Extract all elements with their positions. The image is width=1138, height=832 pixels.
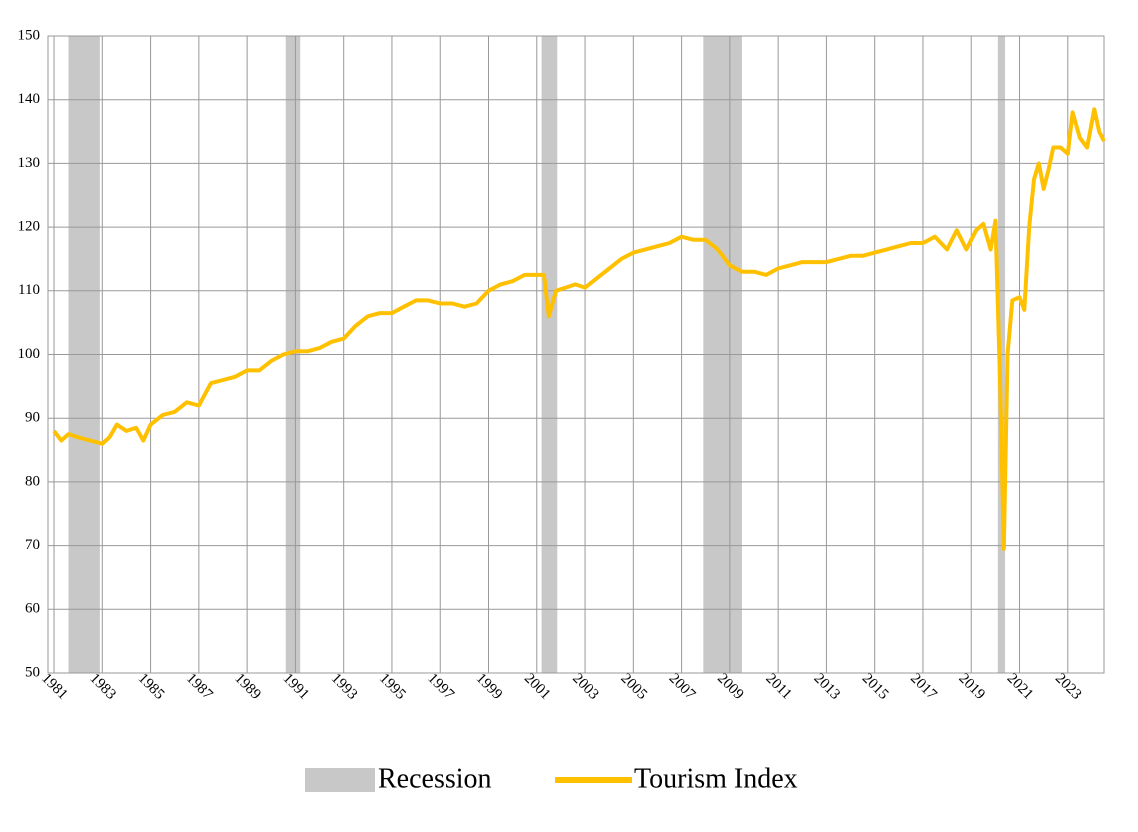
y-tick-label: 90	[25, 410, 40, 426]
x-tick-label: 1983	[86, 670, 119, 703]
x-tick-label: 2023	[1052, 670, 1085, 703]
x-tick-label: 2013	[811, 670, 844, 703]
x-tick-label: 2007	[666, 670, 699, 703]
legend: Recession Tourism Index	[305, 763, 798, 794]
x-tick-label: 1987	[183, 670, 216, 703]
x-tick-label: 1995	[376, 670, 409, 703]
x-tick-label: 1981	[38, 670, 71, 703]
x-tick-label: 2003	[569, 670, 602, 703]
x-tick-label: 1999	[473, 670, 506, 703]
x-tick-label: 2005	[617, 670, 650, 703]
line-series	[52, 107, 1106, 551]
x-tick-label: 1997	[424, 670, 457, 703]
x-tick-label: 2019	[955, 670, 988, 703]
y-tick-label: 120	[18, 219, 41, 235]
x-tick-label: 2021	[1004, 670, 1037, 703]
y-tick-label: 60	[25, 601, 40, 617]
x-tick-label: 1985	[135, 670, 168, 703]
y-tick-label: 70	[25, 537, 40, 553]
x-tick-label: 2011	[762, 671, 794, 703]
plot-border	[47, 35, 1105, 674]
x-tick-label: 1993	[328, 670, 361, 703]
y-tick-label: 150	[18, 27, 41, 43]
y-tick-label: 80	[25, 473, 40, 489]
legend-swatch	[305, 768, 375, 792]
x-tick-label: 2001	[521, 670, 554, 703]
x-tick-label: 2015	[859, 670, 892, 703]
x-tick-label: 2017	[907, 670, 940, 703]
x-tick-label: 2009	[714, 670, 747, 703]
y-tick-label: 100	[18, 346, 41, 362]
x-tick-label: 1989	[231, 670, 264, 703]
y-tick-label: 50	[25, 664, 40, 680]
y-tick-label: 140	[18, 91, 41, 107]
x-tick-label: 1991	[280, 670, 313, 703]
legend-label: Tourism Index	[634, 763, 798, 794]
legend-label: Recession	[378, 763, 492, 794]
y-tick-label: 130	[18, 155, 41, 171]
y-tick-label: 110	[18, 282, 40, 298]
